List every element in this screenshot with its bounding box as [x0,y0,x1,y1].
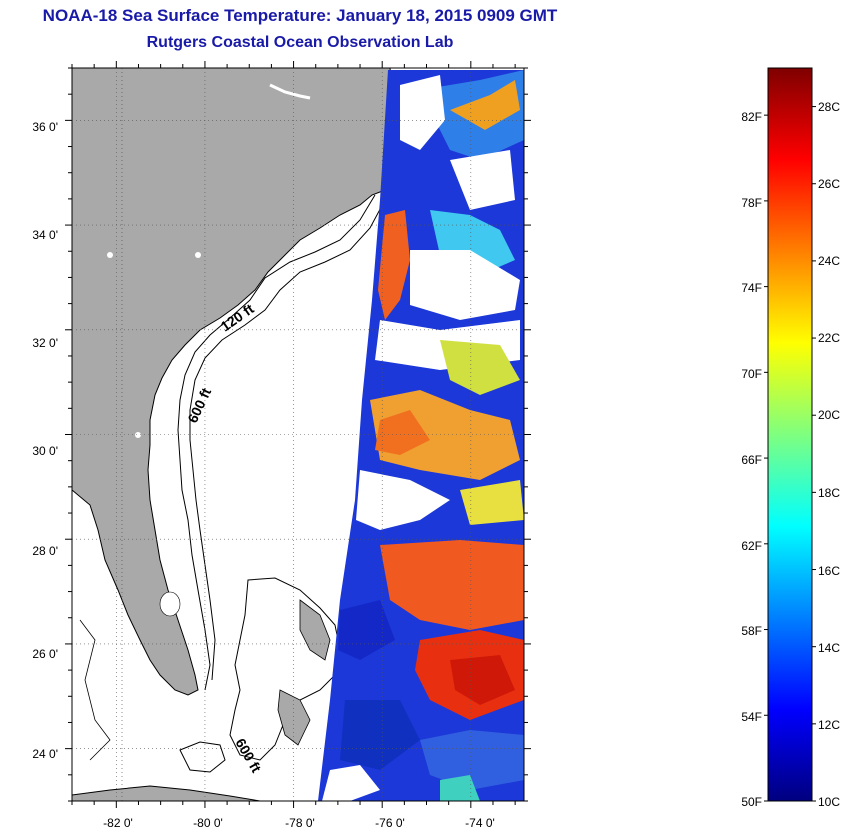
cuba-coast [72,785,261,801]
lat-tick-label: 30 0' [32,444,58,458]
lake [157,517,163,523]
lake [195,252,201,258]
colorbar-f-label: 50F [741,795,762,809]
colorbar-f-label: 74F [741,281,762,295]
colorbar-c-label: 22C [818,331,840,345]
colorbar-c-label: 14C [818,641,840,655]
colorbar-f-label: 82F [741,110,762,124]
axis-ticks [65,61,531,808]
lat-tick-label: 26 0' [32,647,58,661]
contour-120ft [177,194,376,691]
colorbar-c-label: 12C [818,718,840,732]
mainland [72,68,406,696]
colorbar-c-label: 26C [818,177,840,191]
colorbar-f-label: 66F [741,453,762,467]
colorbar-c-label: 10C [818,795,840,809]
bahamas-land [277,599,331,746]
bahamas-bank [229,577,341,761]
colorbar-c-label: 20C [818,408,840,422]
lon-tick-label: -80 0' [193,816,223,830]
colorbar-f-label: 58F [741,624,762,638]
graticule-lines [72,68,524,801]
colorbar-f-label: 62F [741,539,762,553]
lat-tick-label: 34 0' [32,228,58,242]
colorbar-ticks [764,106,816,802]
lake [107,252,113,258]
map-title: NOAA-18 Sea Surface Temperature: January… [42,6,558,25]
sst-swath [318,70,524,801]
colorbar-f-label: 78F [741,196,762,210]
colorbar-c-label: 18C [818,486,840,500]
lat-tick-label: 36 0' [32,120,58,134]
colorbar [767,67,813,802]
lon-tick-label: -82 0' [103,816,133,830]
colorbar-c-label: 28C [818,100,840,114]
lat-tick-label: 28 0' [32,544,58,558]
lat-tick-label: 24 0' [32,747,58,761]
colorbar-f-label: 70F [741,367,762,381]
lat-tick-label: 32 0' [32,336,58,350]
colorbar-c-label: 16C [818,564,840,578]
lon-tick-label: -76 0' [375,816,405,830]
map-subtitle: Rutgers Coastal Ocean Observation Lab [146,34,454,51]
colorbar-f-label: 54F [741,710,762,724]
lake [135,432,141,438]
lon-tick-label: -74 0' [465,816,495,830]
lake-okeechobee [159,591,181,617]
contour-600ft [189,199,386,681]
lon-tick-label: -78 0' [285,816,315,830]
cay-sal-bank [179,741,226,773]
colorbar-c-label: 24C [818,254,840,268]
